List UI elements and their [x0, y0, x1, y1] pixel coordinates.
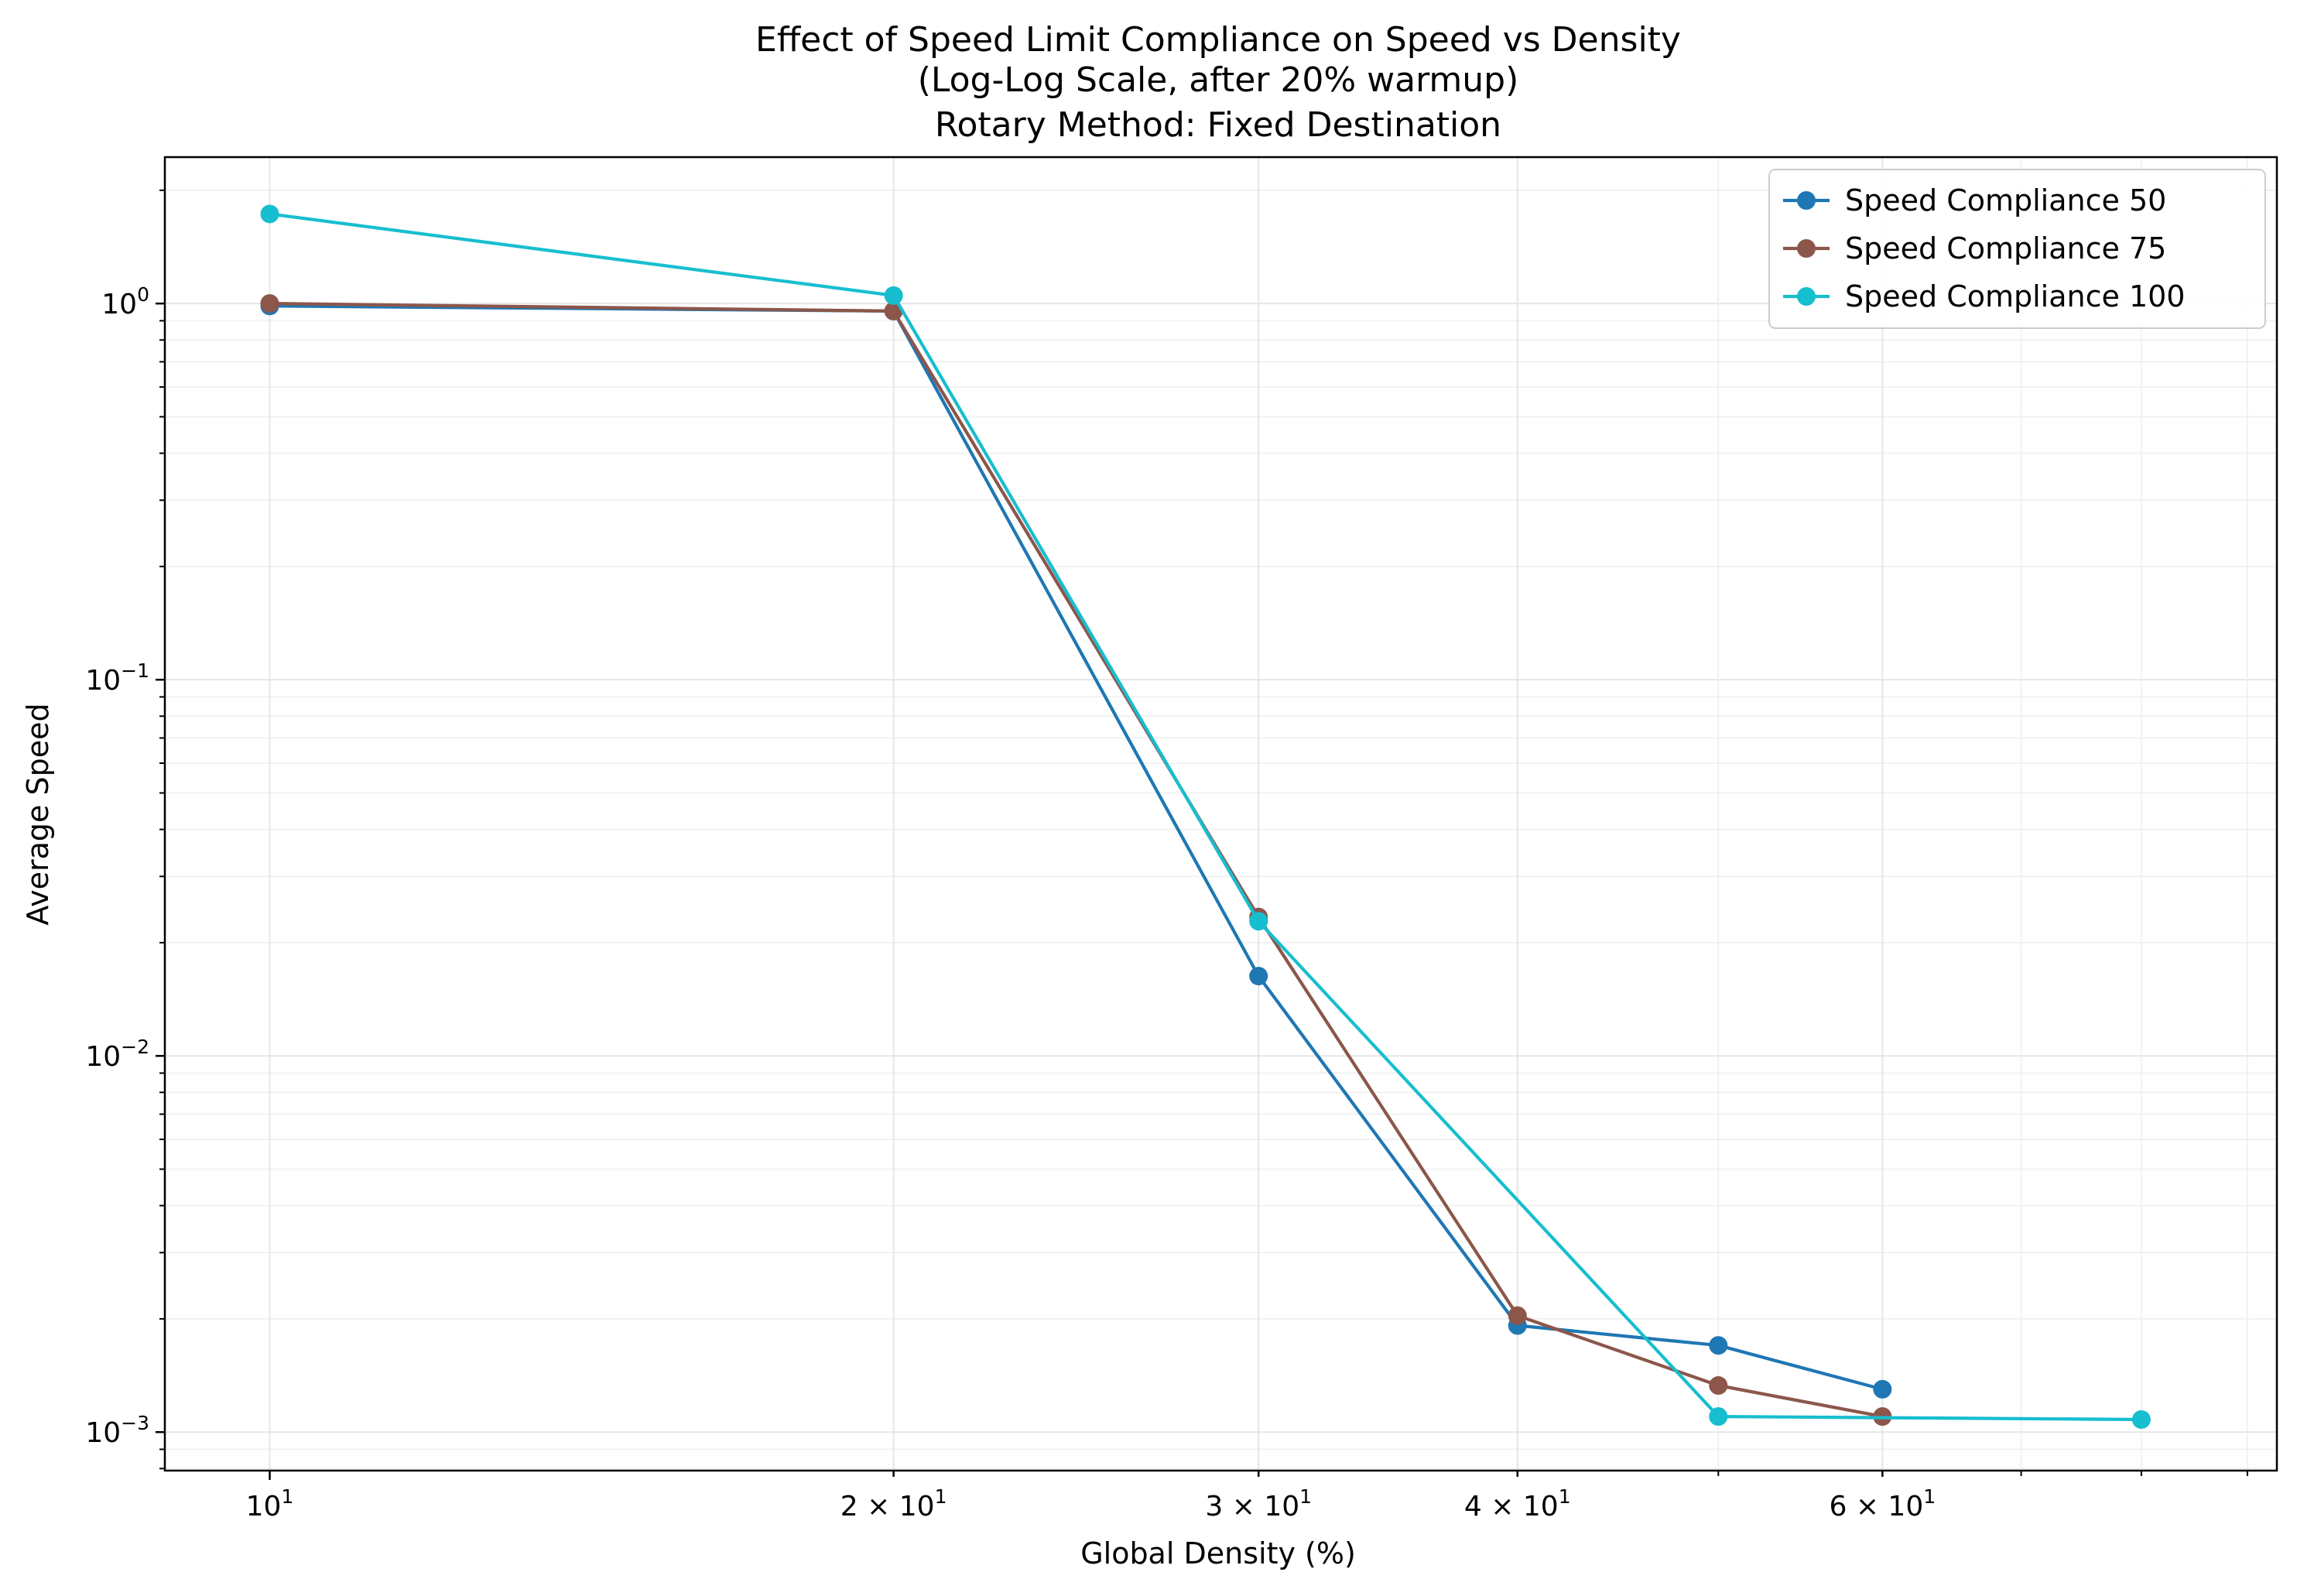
chart-title: Effect of Speed Limit Compliance on Spee…	[755, 20, 1681, 145]
legend-marker	[1797, 191, 1816, 210]
y-tick-label: 100	[101, 283, 149, 320]
legend: Speed Compliance 50 Speed Compliance 75 Sp…	[1768, 169, 2266, 329]
legend-marker	[1797, 287, 1816, 306]
x-tick-label: 101	[246, 1485, 294, 1522]
grid-layer	[165, 157, 2277, 1471]
x-tick-label: 3 × 101	[1205, 1485, 1312, 1522]
title-line-3: Rotary Method: Fixed Destination	[935, 105, 1501, 145]
data-point	[1709, 1376, 1728, 1396]
data-point	[2131, 1409, 2151, 1429]
data-point	[1709, 1336, 1728, 1355]
plot-frame	[163, 156, 2278, 1472]
y-tick-label: 10−2	[85, 1036, 149, 1073]
legend-label: Speed Compliance 75	[1845, 231, 2166, 265]
legend-label: Speed Compliance 50	[1845, 183, 2166, 217]
data-point	[1873, 1379, 1892, 1399]
title-line-2: (Log-Log Scale, after 20% warmup)	[918, 60, 1519, 100]
y-axis-label: Average Speed	[21, 703, 55, 925]
legend-entry: Speed Compliance 100	[1783, 279, 2186, 313]
x-tick-label: 2 × 101	[840, 1485, 947, 1522]
legend-entry: Speed Compliance 50	[1783, 183, 2166, 217]
data-point	[1508, 1306, 1527, 1325]
y-tick-label: 10−1	[85, 659, 149, 697]
data-point	[1249, 912, 1268, 931]
series-layer	[260, 204, 2151, 1429]
x-tick-label: 6 × 101	[1829, 1485, 1936, 1522]
y-tick-label: 10−3	[85, 1412, 149, 1449]
title-line-1: Effect of Speed Limit Compliance on Spee…	[755, 20, 1681, 60]
x-tick-label: 4 × 101	[1464, 1485, 1571, 1522]
data-point	[884, 286, 903, 305]
data-point	[1249, 967, 1268, 986]
data-point	[260, 204, 279, 224]
legend-marker	[1797, 239, 1816, 258]
data-point	[1709, 1407, 1728, 1426]
series-3	[260, 204, 2151, 1429]
series-line	[269, 302, 1883, 1419]
tick-label-layer: 101 2 × 101 3 × 101 4 × 101 6 × 101 100 10−1 10…	[85, 283, 1936, 1522]
legend-entry: Speed Compliance 75	[1783, 231, 2166, 265]
legend-label: Speed Compliance 100	[1845, 279, 2186, 313]
tick-layer	[156, 189, 2248, 1480]
x-axis-label: Global Density (%)	[1080, 1536, 1356, 1570]
data-point	[260, 294, 279, 313]
legend-box	[1768, 169, 2266, 329]
